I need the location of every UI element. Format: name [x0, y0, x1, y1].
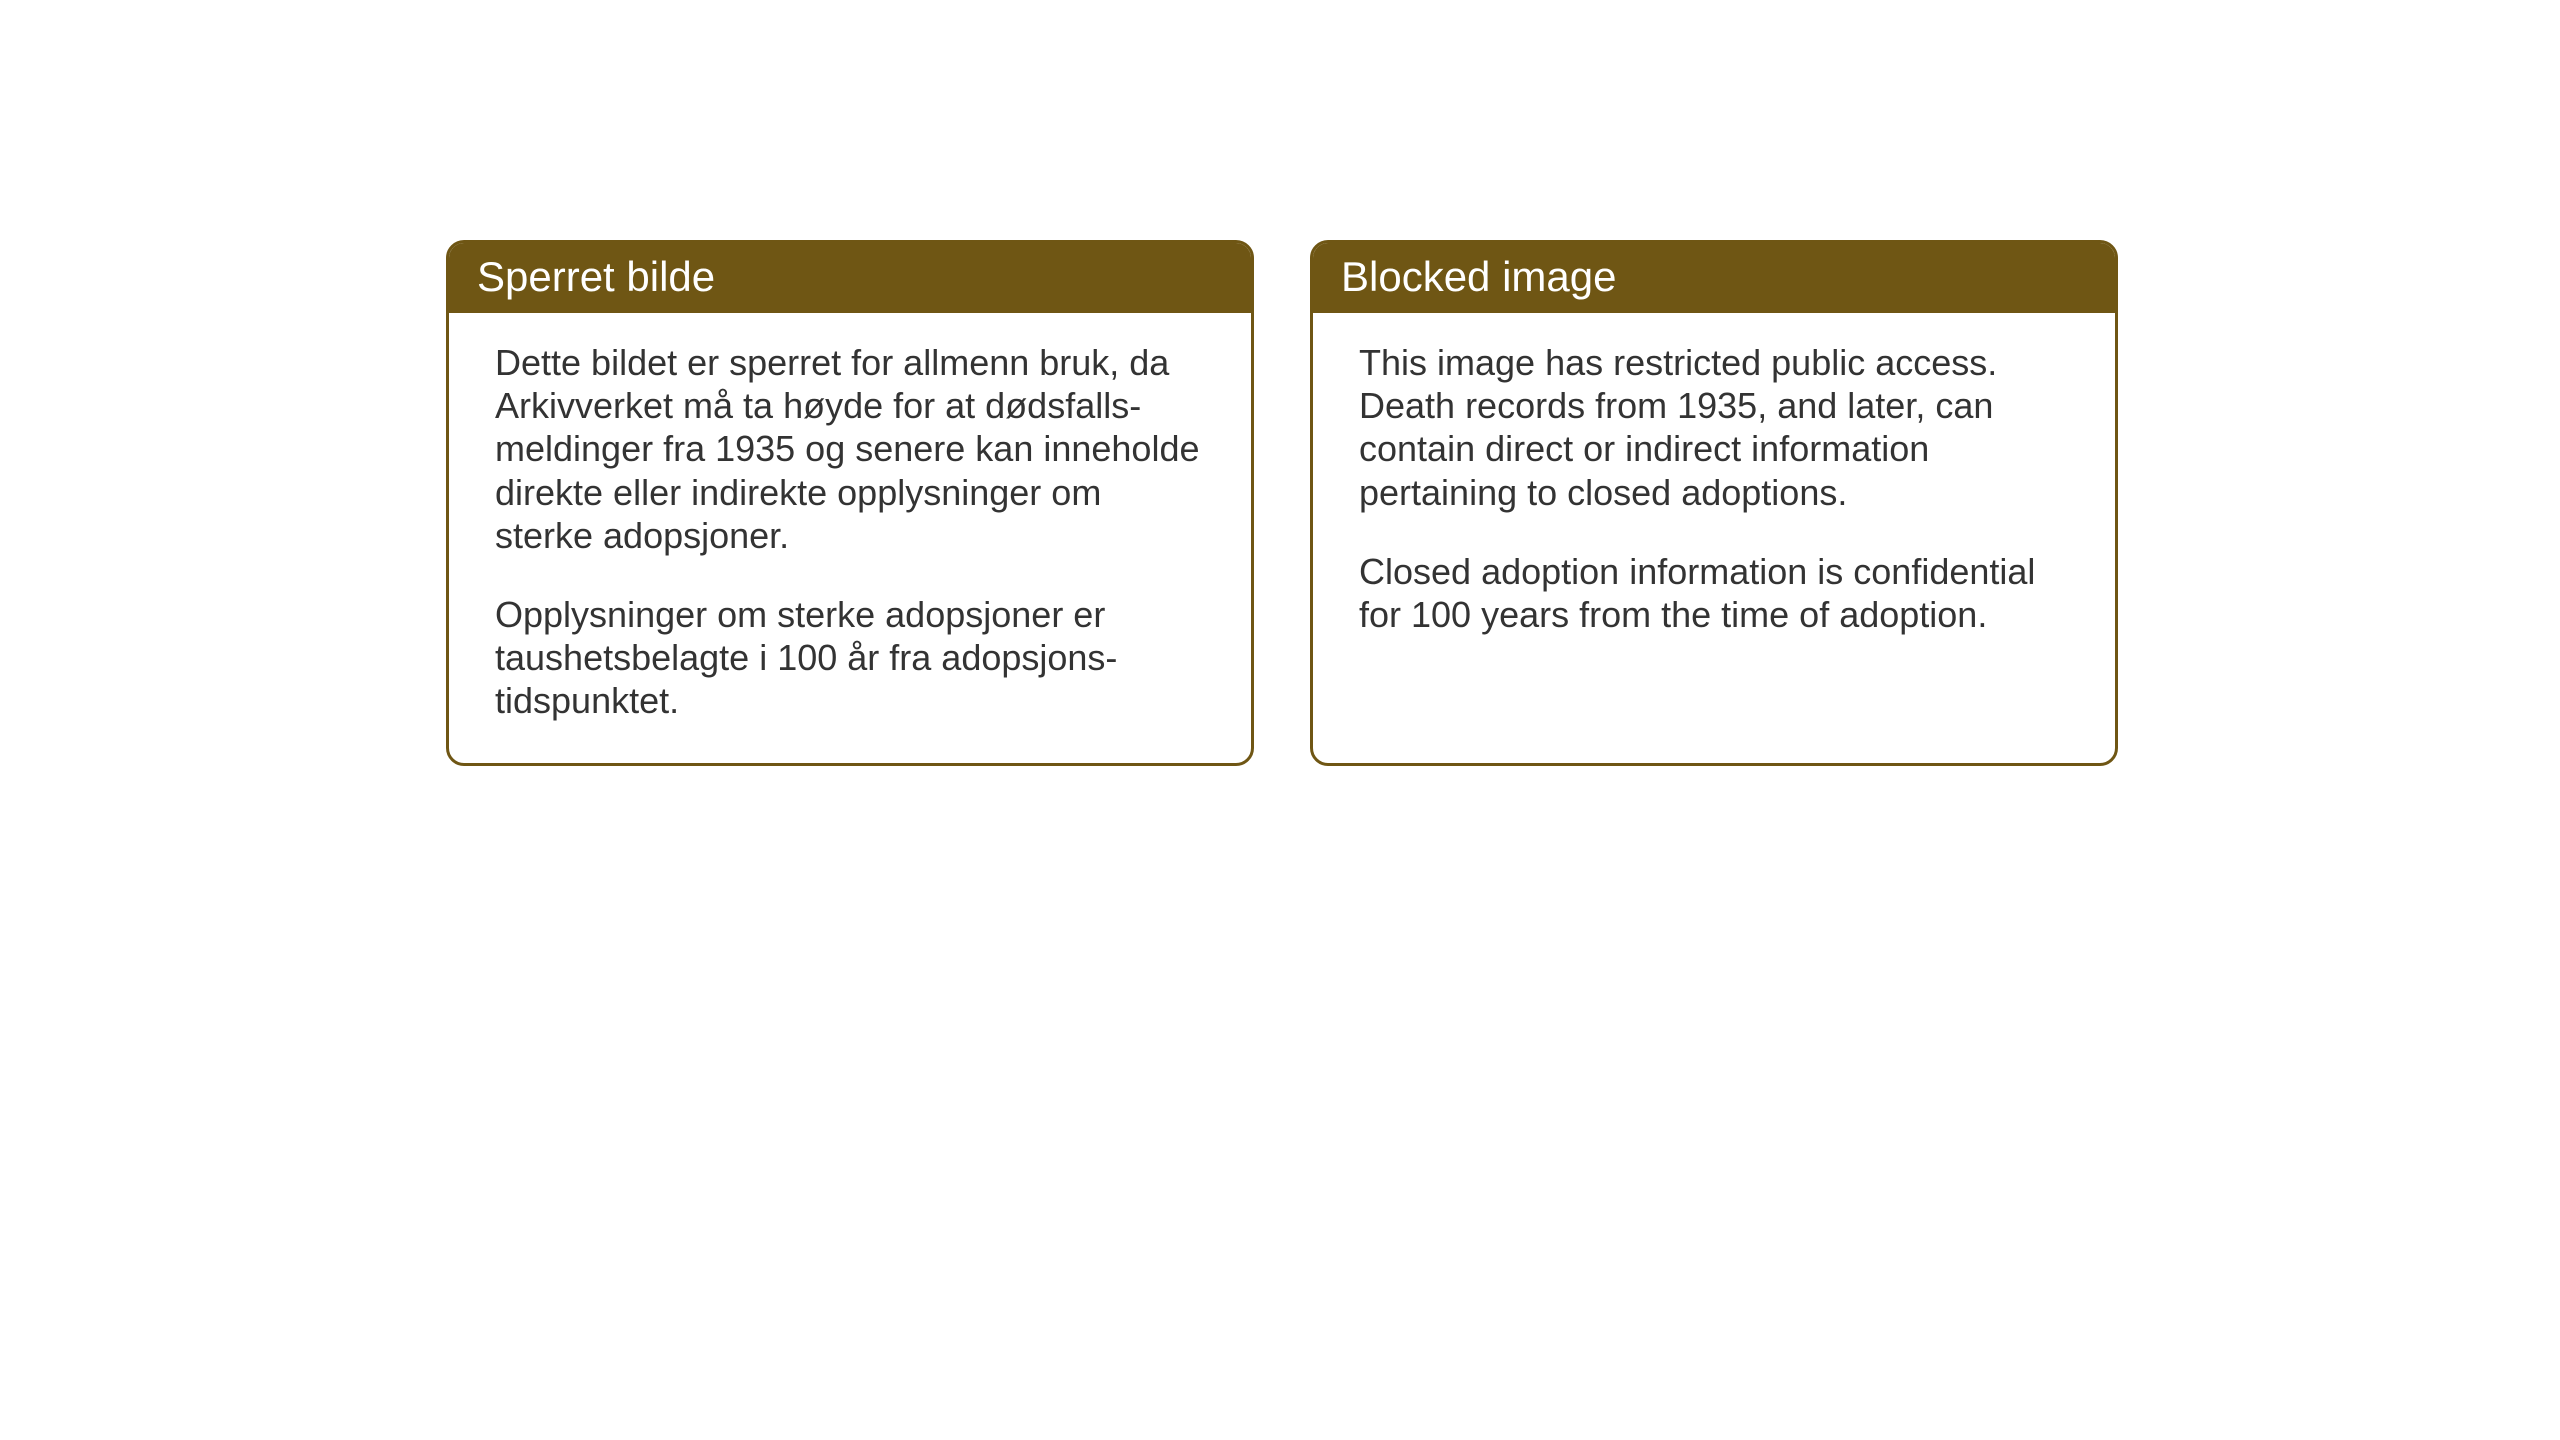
notice-paragraph-1-norwegian: Dette bildet er sperret for allmenn bruk…: [495, 341, 1205, 557]
notice-paragraph-1-english: This image has restricted public access.…: [1359, 341, 2069, 514]
notice-paragraph-2-english: Closed adoption information is confident…: [1359, 550, 2069, 636]
notice-body-english: This image has restricted public access.…: [1313, 313, 2115, 676]
notice-container: Sperret bilde Dette bildet er sperret fo…: [446, 240, 2118, 766]
notice-body-norwegian: Dette bildet er sperret for allmenn bruk…: [449, 313, 1251, 763]
notice-header-english: Blocked image: [1313, 243, 2115, 313]
notice-header-norwegian: Sperret bilde: [449, 243, 1251, 313]
notice-paragraph-2-norwegian: Opplysninger om sterke adopsjoner er tau…: [495, 593, 1205, 723]
notice-title-norwegian: Sperret bilde: [477, 253, 715, 300]
notice-title-english: Blocked image: [1341, 253, 1616, 300]
notice-card-norwegian: Sperret bilde Dette bildet er sperret fo…: [446, 240, 1254, 766]
notice-card-english: Blocked image This image has restricted …: [1310, 240, 2118, 766]
